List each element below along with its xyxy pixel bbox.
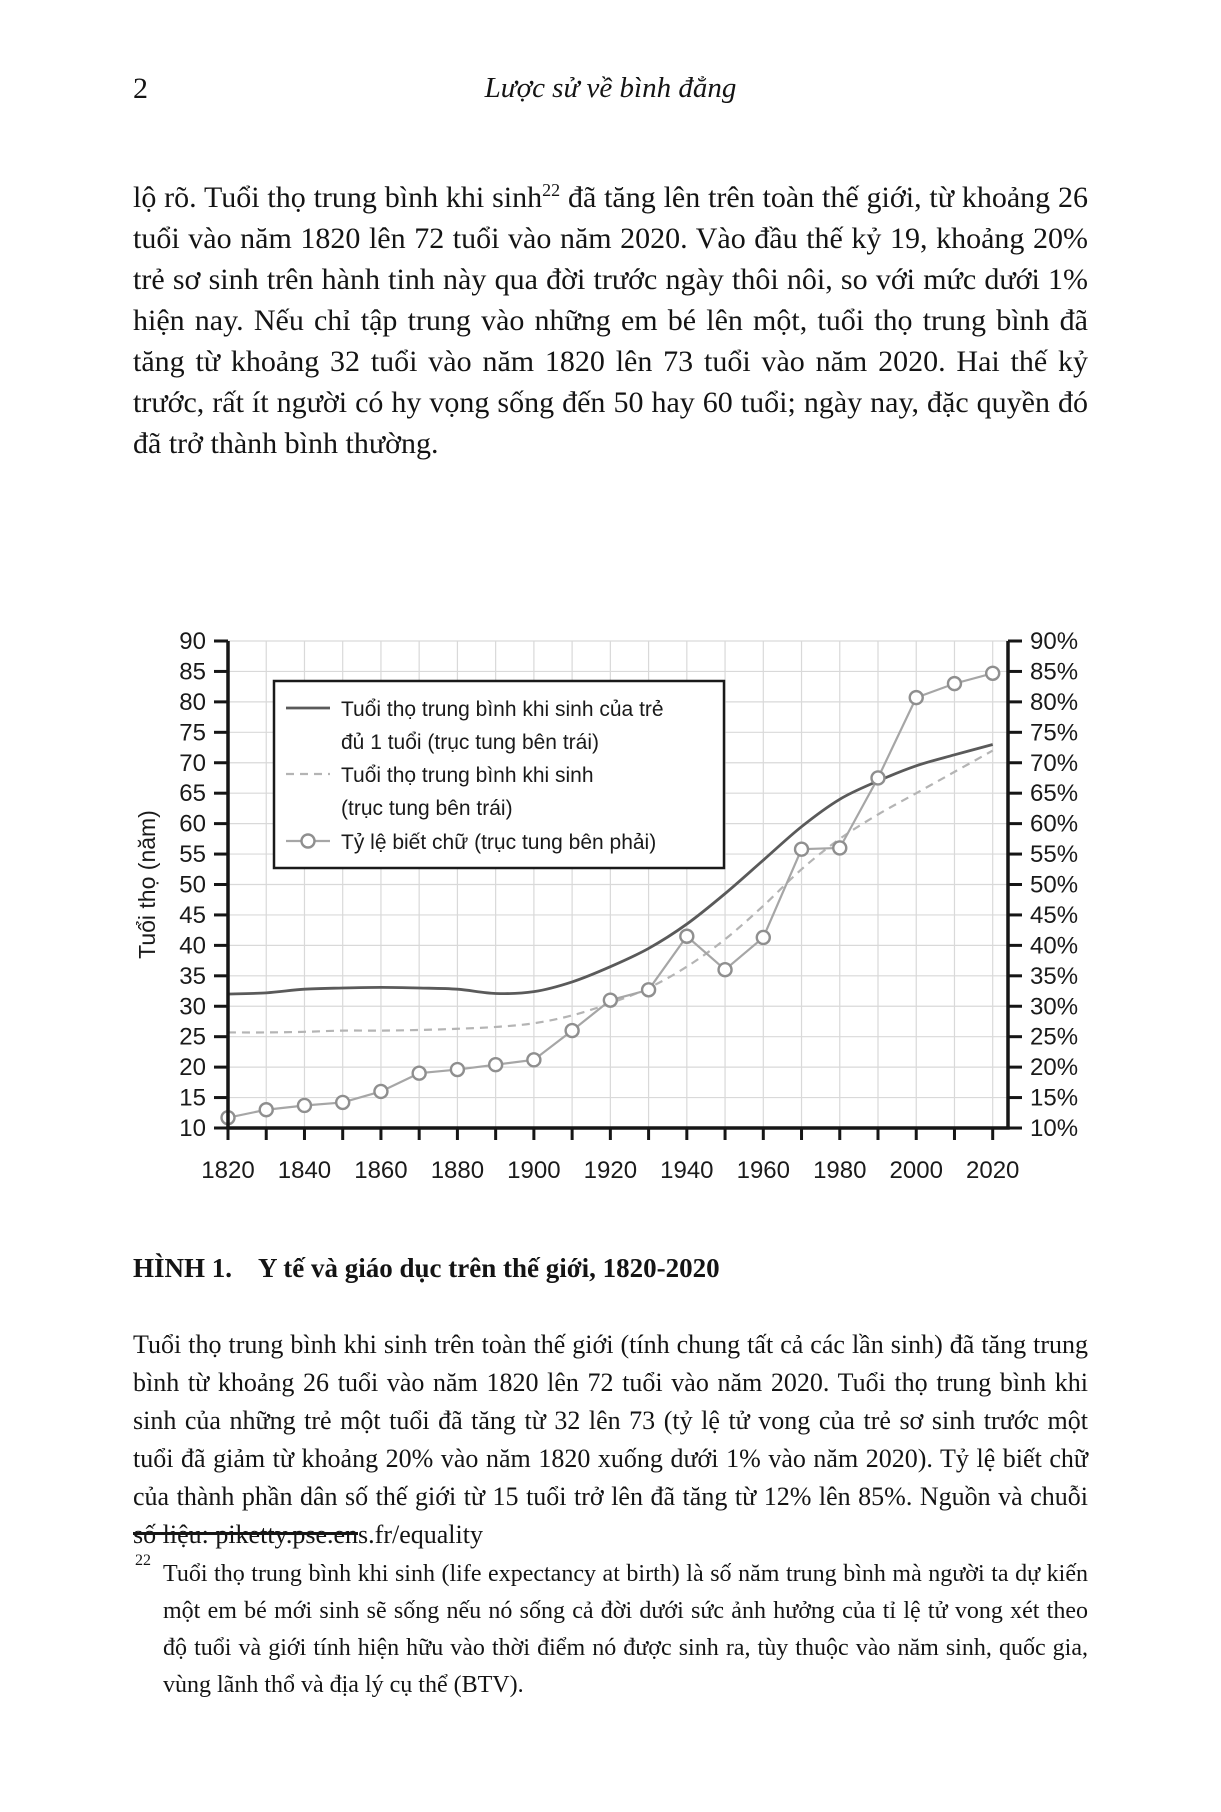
footnote: 22 Tuổi thọ trung bình khi sinh (life ex… (133, 1552, 1088, 1704)
svg-text:80: 80 (179, 689, 206, 716)
footnote-marker: 22 (135, 1552, 151, 1569)
svg-text:20: 20 (179, 1054, 206, 1081)
svg-text:55: 55 (179, 841, 206, 868)
svg-text:25%: 25% (1030, 1024, 1078, 1051)
svg-text:90: 90 (179, 628, 206, 655)
svg-text:Tuổi thọ (năm): Tuổi thọ (năm) (134, 810, 160, 959)
svg-text:2020: 2020 (966, 1157, 1019, 1184)
svg-text:1840: 1840 (278, 1157, 331, 1184)
svg-text:90%: 90% (1030, 628, 1078, 655)
svg-text:75: 75 (179, 719, 206, 746)
y-axis-right-tick-labels: 10% 15% 20% 25% 30% 35% 40% 45% 50% 55% 60% 65% 70% 7… (1030, 628, 1078, 1142)
svg-text:Tỷ lệ biết chữ (trục tung bên: Tỷ lệ biết chữ (trục tung bên phải) (341, 831, 656, 854)
svg-text:55%: 55% (1030, 841, 1078, 868)
body-paragraph: lộ rõ. Tuổi thọ trung bình khi sinh22 đã… (133, 177, 1088, 464)
running-title: Lược sử về bình đẳng (484, 72, 737, 104)
svg-text:2000: 2000 (890, 1157, 943, 1184)
svg-text:40%: 40% (1030, 932, 1078, 959)
svg-text:60: 60 (179, 811, 206, 838)
footnote-separator-rule (133, 1532, 358, 1535)
svg-text:45: 45 (179, 902, 206, 929)
svg-text:30%: 30% (1030, 993, 1078, 1020)
svg-text:35%: 35% (1030, 963, 1078, 990)
figure-caption: Tuổi thọ trung bình khi sinh trên toàn t… (133, 1330, 1088, 1549)
svg-text:1980: 1980 (813, 1157, 866, 1184)
y-axis-title-left: Tuổi thọ (năm) (134, 810, 160, 959)
svg-text:1820: 1820 (201, 1157, 254, 1184)
svg-text:50: 50 (179, 872, 206, 899)
svg-text:(trục tung bên trái): (trục tung bên trái) (341, 797, 513, 820)
svg-text:15: 15 (179, 1085, 206, 1112)
figure-label: HÌNH 1. (133, 1253, 233, 1283)
svg-text:50%: 50% (1030, 872, 1078, 899)
svg-text:1900: 1900 (507, 1157, 560, 1184)
svg-text:1880: 1880 (431, 1157, 484, 1184)
svg-text:25: 25 (179, 1024, 206, 1051)
svg-text:45%: 45% (1030, 902, 1078, 929)
svg-text:65: 65 (179, 780, 206, 807)
svg-text:70%: 70% (1030, 750, 1078, 777)
svg-text:1860: 1860 (354, 1157, 407, 1184)
chart-legend: Tuổi thọ trung bình khi sinh của trẻ đủ 1… (272, 679, 726, 870)
figure-heading: HÌNH 1. Y tế và giáo dục trên thế giới, 1… (133, 1253, 1088, 1284)
svg-text:75%: 75% (1030, 719, 1078, 746)
paragraph-text-before-ref: lộ rõ. Tuổi thọ trung bình khi sinh (133, 181, 543, 214)
svg-text:1940: 1940 (660, 1157, 713, 1184)
series-le-age1 (227, 743, 994, 996)
footnote-text: Tuổi thọ trung bình khi sinh (life expec… (163, 1561, 1088, 1698)
svg-text:15%: 15% (1030, 1085, 1078, 1112)
health-education-line-chart: 10 15 20 25 30 35 40 45 50 55 60 65 70 75 80 85 90 10% 15%… (134, 628, 1078, 1184)
page-number: 2 (133, 72, 148, 105)
svg-text:10%: 10% (1030, 1115, 1078, 1142)
svg-text:10: 10 (179, 1115, 206, 1142)
figure-title: Y tế và giáo dục trên thế giới, 1820-202… (258, 1253, 720, 1283)
svg-text:60%: 60% (1030, 811, 1078, 838)
svg-text:35: 35 (179, 963, 206, 990)
svg-text:40: 40 (179, 932, 206, 959)
x-axis-tick-labels: 1820 1840 1860 1880 1900 1920 1940 1960 1980 2000… (201, 1157, 1019, 1184)
svg-text:1960: 1960 (737, 1157, 790, 1184)
chart-axes (214, 639, 1022, 1140)
paragraph-text-after-ref: đã tăng lên trên toàn thế giới, từ khoản… (133, 181, 1088, 460)
figure-1-chart: 10 15 20 25 30 35 40 45 50 55 60 65 70 75 80 85 90 10% 15%… (43, 546, 1183, 1206)
footnote-reference[interactable]: 22 (542, 180, 561, 200)
svg-text:85%: 85% (1030, 658, 1078, 685)
svg-text:30: 30 (179, 993, 206, 1020)
svg-text:Tuổi thọ trung bình khi sinh c: Tuổi thọ trung bình khi sinh của trẻ (341, 698, 664, 721)
svg-text:20%: 20% (1030, 1054, 1078, 1081)
svg-text:70: 70 (179, 750, 206, 777)
running-head: 2 Lược sử về bình đẳng (133, 72, 1088, 112)
svg-text:65%: 65% (1030, 780, 1078, 807)
svg-text:Tuổi thọ trung bình khi sinh: Tuổi thọ trung bình khi sinh (341, 764, 594, 787)
svg-text:đủ 1 tuổi (trục tung bên trái): đủ 1 tuổi (trục tung bên trái) (341, 731, 599, 754)
svg-text:80%: 80% (1030, 689, 1078, 716)
y-axis-left-tick-labels: 10 15 20 25 30 35 40 45 50 55 60 65 70 75 80 85 90 (179, 628, 206, 1142)
svg-text:1920: 1920 (584, 1157, 637, 1184)
svg-text:85: 85 (179, 658, 206, 685)
